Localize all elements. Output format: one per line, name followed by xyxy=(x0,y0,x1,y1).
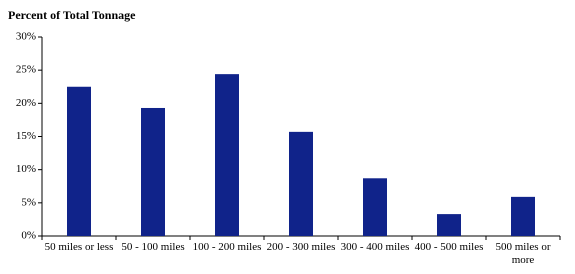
bar xyxy=(363,178,387,236)
x-tick-label: 500 miles or more xyxy=(495,241,551,266)
y-tick-label: 10% xyxy=(16,163,36,175)
y-tick-label: 5% xyxy=(21,196,36,208)
chart-title: Percent of Total Tonnage xyxy=(8,8,136,22)
bar xyxy=(141,107,165,236)
x-tick-label: 50 miles or less xyxy=(44,241,114,253)
bar xyxy=(511,196,535,236)
x-tick-label: 200 - 300 miles xyxy=(266,241,336,253)
bar xyxy=(67,86,91,236)
y-tick-label: 25% xyxy=(16,64,36,76)
x-tick-label: 50 - 100 miles xyxy=(121,241,185,253)
y-tick-label: 20% xyxy=(16,97,36,109)
bar xyxy=(215,74,239,236)
y-tick-label: 15% xyxy=(16,130,36,142)
bar xyxy=(437,214,461,236)
y-tick-label: 0% xyxy=(21,230,36,242)
x-tick-label: 300 - 400 miles xyxy=(340,241,410,253)
x-tick-label: 400 - 500 miles xyxy=(414,241,484,253)
y-tick-label: 30% xyxy=(16,31,36,43)
x-tick-label: 100 - 200 miles xyxy=(192,241,262,253)
bar xyxy=(289,131,313,236)
